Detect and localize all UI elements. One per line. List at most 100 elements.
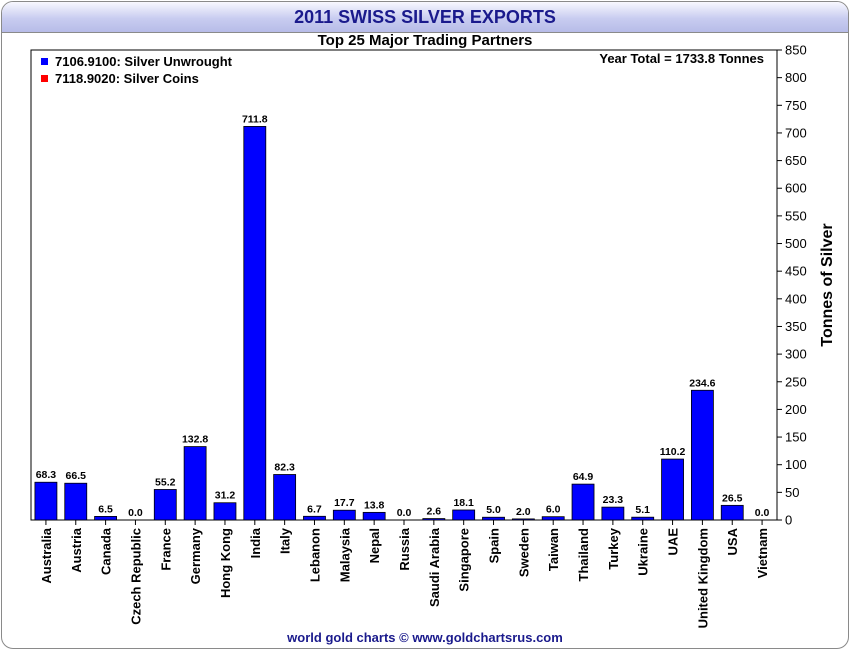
y-tick-label: 750 (785, 98, 807, 113)
bar-value-label: 13.8 (364, 499, 385, 511)
y-tick-label: 850 (785, 43, 807, 58)
x-tick-label: Nepal (367, 528, 382, 563)
x-tick-label: USA (725, 527, 740, 555)
y-tick-label: 150 (785, 430, 807, 445)
x-tick-label: Italy (278, 527, 293, 554)
y-tick-label: 550 (785, 208, 807, 223)
bar-unwrought (571, 483, 595, 521)
x-tick-label: Czech Republic (128, 528, 143, 625)
bar-value-label: 6.0 (546, 504, 561, 516)
y-tick-label: 650 (785, 153, 807, 168)
bar-value-label: 82.3 (274, 461, 295, 473)
y-tick-label: 400 (785, 291, 807, 306)
title-bar: 2011 SWISS SILVER EXPORTS (2, 2, 848, 33)
bar-unwrought (541, 516, 565, 521)
bar-value-label: 64.9 (573, 471, 594, 483)
y-tick-label: 800 (785, 70, 807, 85)
bar-unwrought (34, 481, 58, 521)
bar-value-label: 2.6 (427, 506, 442, 518)
bar-value-label: 0.0 (128, 507, 143, 519)
bar-value-label: 23.3 (603, 494, 624, 506)
y-tick-label: 250 (785, 374, 807, 389)
y-tick-label: 300 (785, 347, 807, 362)
x-tick-label: Turkey (606, 527, 621, 569)
x-tick-label: Sweden (516, 528, 531, 577)
bar-unwrought (691, 389, 714, 521)
bar-unwrought (153, 489, 177, 521)
bar-value-label: 711.8 (242, 113, 268, 125)
x-tick-label: Germany (188, 527, 203, 584)
bar-value-label: 6.5 (98, 503, 113, 515)
x-tick-label: Lebanon (307, 528, 322, 582)
x-tick-label: Taiwan (546, 528, 561, 571)
x-tick-label: Singapore (457, 528, 472, 592)
y-axis-label: Tonnes of Silver (819, 223, 836, 346)
bar-value-label: 18.1 (453, 497, 474, 509)
y-tick-label: 350 (785, 319, 807, 334)
bar-unwrought (64, 482, 88, 521)
bar-unwrought (511, 518, 535, 521)
bar-unwrought (422, 518, 446, 521)
bar-value-label: 5.1 (635, 504, 650, 516)
bar-unwrought (631, 516, 655, 521)
legend-swatch (41, 58, 48, 65)
bar-unwrought (482, 516, 505, 521)
bar-unwrought (303, 515, 326, 521)
bar-value-label: 234.6 (689, 377, 715, 389)
x-tick-label: Saudi Arabia (427, 527, 442, 607)
bar-unwrought (94, 516, 117, 521)
y-tick-label: 200 (785, 402, 807, 417)
legend-entry: 7118.9020: Silver Coins (55, 71, 199, 86)
x-tick-label: Canada (99, 527, 114, 575)
bar-value-label: 66.5 (66, 470, 87, 482)
bar-value-label: 2.0 (516, 506, 531, 518)
chart-subtitle: Top 25 Major Trading Partners (318, 32, 533, 49)
x-tick-label: India (248, 527, 263, 558)
bar-value-label: 5.0 (486, 504, 501, 516)
bar-value-label: 0.0 (755, 507, 770, 519)
y-tick-label: 50 (785, 485, 799, 500)
x-tick-label: Austria (69, 527, 84, 573)
y-tick-label: 500 (785, 236, 807, 251)
bar-value-label: 55.2 (155, 476, 176, 488)
y-tick-label: 600 (785, 181, 807, 196)
y-tick-label: 450 (785, 264, 807, 279)
bar-unwrought (452, 509, 476, 521)
x-tick-label: Vietnam (755, 528, 770, 578)
bar-value-label: 132.8 (182, 434, 208, 446)
x-tick-label: France (158, 528, 173, 571)
legend-entry: 7106.9100: Silver Unwrought (55, 54, 233, 69)
bar-unwrought (243, 126, 267, 521)
bar-unwrought (273, 474, 297, 521)
bar-value-label: 26.5 (722, 492, 743, 504)
bar-value-label: 110.2 (660, 446, 686, 458)
x-tick-label: Hong Kong (218, 528, 233, 598)
main-title: 2011 SWISS SILVER EXPORTS (294, 7, 556, 27)
x-tick-label: United Kingdom (695, 528, 710, 628)
bar-value-label: 68.3 (36, 469, 57, 481)
bar-unwrought (213, 502, 237, 521)
x-tick-label: Malaysia (337, 527, 352, 582)
y-tick-label: 0 (785, 513, 792, 528)
legend-swatch (41, 75, 48, 82)
bar-unwrought (362, 511, 386, 521)
x-tick-label: UAE (666, 528, 681, 556)
x-tick-label: Ukraine (636, 528, 651, 576)
bar-unwrought (601, 506, 625, 521)
bar-unwrought (183, 446, 207, 521)
bar-unwrought (332, 509, 356, 521)
bar-value-label: 6.7 (307, 503, 322, 515)
footer-credit: world gold charts © www.goldchartsrus.co… (287, 630, 563, 645)
bar-unwrought (661, 458, 684, 521)
year-total-annotation: Year Total = 1733.8 Tonnes (599, 51, 764, 66)
y-tick-label: 100 (785, 457, 807, 472)
x-tick-label: Thailand (576, 528, 591, 582)
bar-value-label: 0.0 (397, 507, 412, 519)
x-tick-label: Russia (397, 527, 412, 570)
y-tick-label: 700 (785, 125, 807, 140)
bar-value-label: 17.7 (334, 497, 355, 509)
bar-value-label: 31.2 (215, 490, 236, 502)
x-tick-label: Australia (39, 527, 54, 583)
